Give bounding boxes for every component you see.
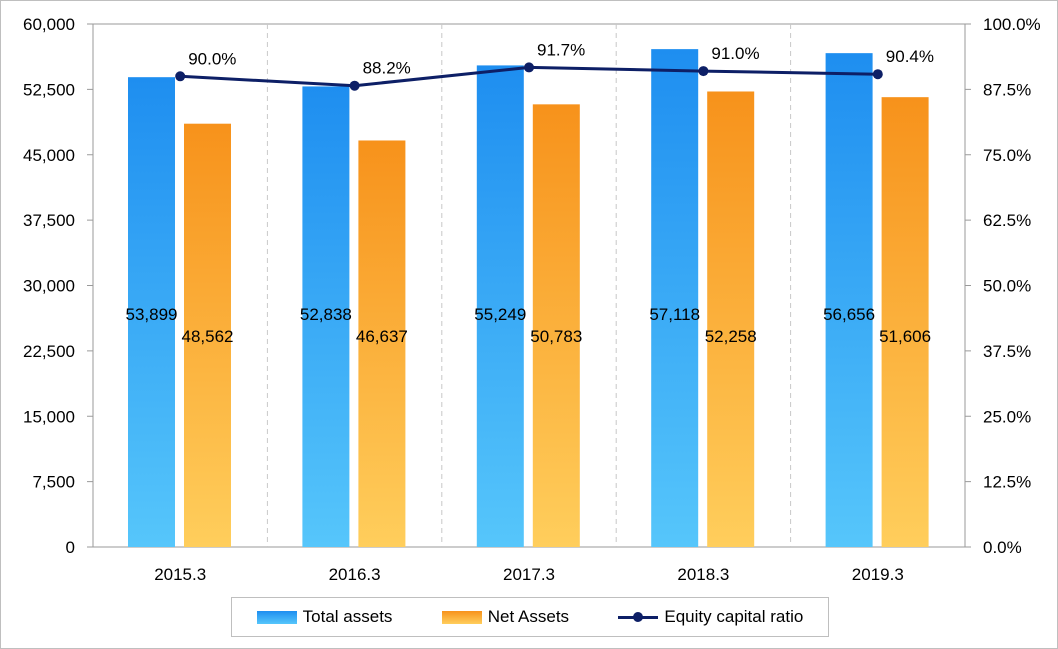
data-label-total-assets: 52,838 <box>300 305 352 324</box>
y-right-tick-label: 37.5% <box>983 342 1031 361</box>
legend: Total assets Net Assets Equity capital r… <box>231 597 829 637</box>
data-label-net-assets: 52,258 <box>705 327 757 346</box>
bar-total-assets <box>302 86 350 547</box>
bar-total-assets <box>476 65 524 548</box>
data-label-net-assets: 46,637 <box>356 327 408 346</box>
point-equity-capital-ratio <box>349 80 360 91</box>
legend-swatch-total-assets <box>256 610 297 624</box>
data-label-net-assets: 48,562 <box>182 327 234 346</box>
y-left-tick-label: 60,000 <box>23 15 75 34</box>
data-label-equity-ratio: 90.0% <box>188 49 236 68</box>
legend-swatch-net-assets <box>441 610 482 624</box>
data-label-net-assets: 51,606 <box>879 327 931 346</box>
legend-label-net-assets: Net Assets <box>487 607 570 626</box>
data-label-total-assets: 57,118 <box>649 305 700 324</box>
x-tick-label: 2019.3 <box>852 565 904 584</box>
y-right-tick-label: 62.5% <box>983 211 1031 230</box>
x-tick-label: 2018.3 <box>677 565 729 584</box>
data-label-total-assets: 55,249 <box>474 305 526 324</box>
data-label-equity-ratio: 90.4% <box>886 47 934 66</box>
y-right-tick-label: 75.0% <box>983 146 1031 165</box>
y-left-tick-label: 45,000 <box>23 146 75 165</box>
data-label-equity-ratio: 91.7% <box>537 40 585 59</box>
bar-total-assets <box>651 49 699 548</box>
point-equity-capital-ratio <box>872 69 883 80</box>
legend-item-total-assets: Total assets <box>256 607 393 627</box>
y-left-tick-label: 30,000 <box>23 277 75 296</box>
y-right-tick-label: 50.0% <box>983 277 1031 296</box>
bar-total-assets <box>128 77 175 547</box>
point-equity-capital-ratio <box>698 66 709 77</box>
legend-item-net-assets: Net Assets <box>441 607 570 627</box>
y-right-tick-label: 25.0% <box>983 407 1031 426</box>
data-label-total-assets: 53,899 <box>126 305 178 324</box>
bar-net-assets <box>358 140 406 547</box>
x-tick-label: 2016.3 <box>329 565 381 584</box>
point-equity-capital-ratio <box>175 71 186 82</box>
data-label-equity-ratio: 88.2% <box>363 59 411 78</box>
axis-layer: 0 7,500 15,000 22,500 30,000 37,500 45,000 52,5… <box>23 15 1041 584</box>
x-tick-label: 2017.3 <box>503 565 555 584</box>
legend-label-equity-ratio: Equity capital ratio <box>664 607 804 626</box>
x-tick-label: 2015.3 <box>154 565 206 584</box>
y-right-tick-label: 87.5% <box>983 80 1031 99</box>
y-left-tick-label: 52,500 <box>23 80 75 99</box>
legend-swatch-equity-ratio <box>618 611 659 624</box>
y-right-tick-label: 0.0% <box>983 538 1022 557</box>
bar-net-assets <box>184 123 231 547</box>
legend-label-total-assets: Total assets <box>302 607 393 626</box>
bar-net-assets <box>532 104 580 547</box>
bar-net-assets <box>881 97 929 548</box>
y-left-tick-label: 37,500 <box>23 211 75 230</box>
data-label-equity-ratio: 91.0% <box>711 44 759 63</box>
y-left-tick-label: 15,000 <box>23 407 75 426</box>
y-left-tick-label: 0 <box>66 538 75 557</box>
data-label-total-assets: 56,656 <box>823 305 875 324</box>
chart-svg: 0 7,500 15,000 22,500 30,000 37,500 45,000 52,5… <box>23 15 1041 584</box>
y-left-tick-label: 7,500 <box>32 473 75 492</box>
data-label-net-assets: 50,783 <box>530 327 582 346</box>
bar-net-assets <box>707 91 755 547</box>
legend-item-equity-ratio: Equity capital ratio <box>618 607 803 627</box>
point-equity-capital-ratio <box>524 62 534 73</box>
y-right-tick-label: 100.0% <box>983 15 1041 34</box>
y-right-tick-label: 12.5% <box>983 473 1031 492</box>
line-layer <box>175 62 883 91</box>
bar-total-assets <box>825 53 873 548</box>
bar-layer <box>128 49 929 548</box>
y-left-tick-label: 22,500 <box>23 342 75 361</box>
